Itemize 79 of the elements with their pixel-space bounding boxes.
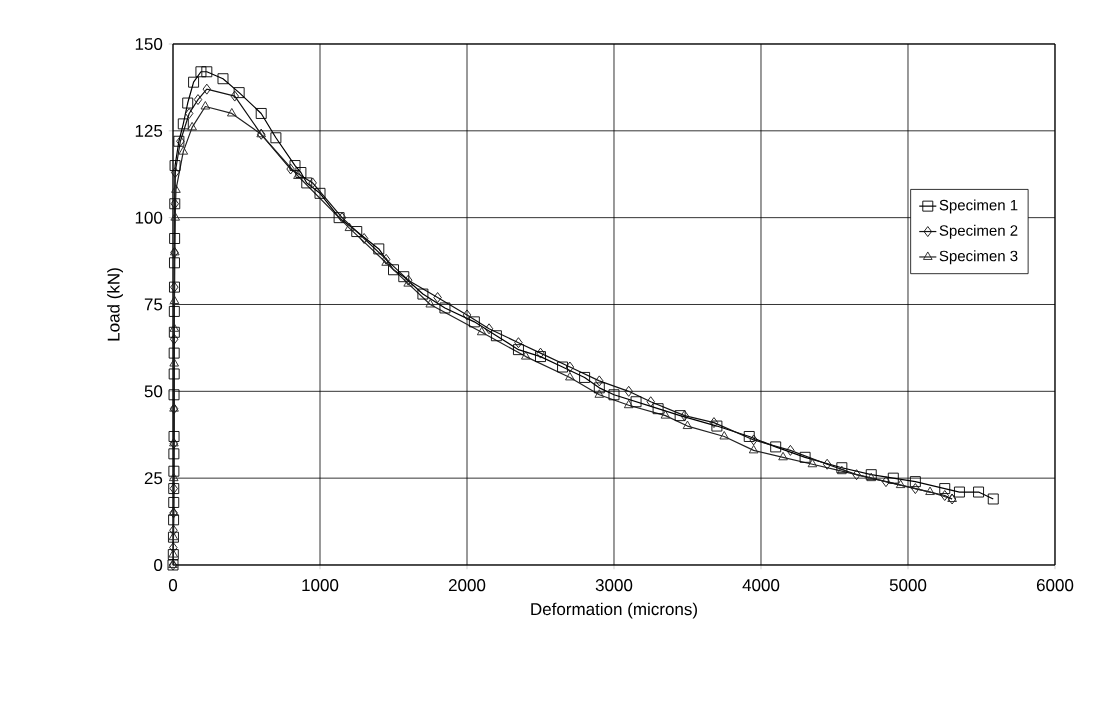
point bbox=[536, 347, 545, 359]
y-tick-label: 125 bbox=[135, 124, 163, 137]
point bbox=[169, 323, 180, 332]
point bbox=[565, 361, 575, 373]
point bbox=[748, 444, 759, 454]
point bbox=[337, 212, 347, 224]
point bbox=[187, 121, 197, 131]
point bbox=[476, 326, 487, 336]
y-axis-title: Load (kN) bbox=[107, 268, 123, 341]
point bbox=[660, 410, 671, 419]
x-tick-label: 3000 bbox=[595, 579, 633, 592]
point bbox=[462, 309, 472, 321]
point bbox=[925, 486, 935, 495]
point bbox=[200, 101, 211, 110]
x-tick-label: 4000 bbox=[742, 579, 780, 592]
y-tick-label: 150 bbox=[135, 37, 163, 51]
legend-label: Specimen 1 bbox=[939, 199, 1018, 214]
point bbox=[168, 472, 179, 482]
point bbox=[381, 257, 391, 266]
point bbox=[646, 396, 655, 408]
point bbox=[881, 476, 891, 488]
point bbox=[594, 389, 605, 398]
point bbox=[940, 490, 949, 501]
point bbox=[227, 108, 237, 117]
point bbox=[193, 94, 203, 106]
point bbox=[719, 431, 730, 440]
x-tick-label: 2000 bbox=[448, 579, 486, 592]
point bbox=[852, 469, 861, 481]
point bbox=[344, 222, 355, 232]
point bbox=[484, 323, 494, 335]
point bbox=[169, 542, 178, 554]
y-tick-label: 50 bbox=[144, 385, 163, 398]
point bbox=[293, 170, 303, 179]
point bbox=[230, 90, 239, 102]
legend-label: Specimen 2 bbox=[939, 224, 1018, 239]
point bbox=[381, 253, 391, 265]
point bbox=[521, 351, 531, 360]
point bbox=[786, 444, 795, 456]
point bbox=[807, 458, 818, 468]
point bbox=[202, 83, 212, 95]
point bbox=[595, 375, 604, 387]
point bbox=[433, 292, 442, 303]
point bbox=[171, 184, 181, 193]
point bbox=[624, 385, 633, 397]
point bbox=[749, 434, 758, 446]
y-tick-label: 0 bbox=[154, 558, 163, 572]
point bbox=[514, 337, 523, 349]
point bbox=[178, 146, 189, 155]
point bbox=[709, 417, 719, 429]
point bbox=[169, 333, 179, 345]
y-tick-label: 100 bbox=[135, 211, 163, 224]
point bbox=[169, 295, 180, 304]
x-tick-label: 5000 bbox=[889, 579, 927, 592]
point bbox=[822, 458, 832, 470]
point bbox=[286, 163, 295, 175]
point bbox=[911, 483, 920, 495]
point bbox=[169, 358, 179, 367]
point bbox=[170, 212, 180, 221]
point bbox=[404, 274, 413, 286]
point bbox=[895, 479, 906, 489]
x-tick-label: 0 bbox=[168, 579, 178, 592]
point bbox=[169, 524, 178, 536]
point bbox=[171, 167, 180, 178]
point bbox=[184, 108, 194, 119]
point bbox=[682, 420, 693, 429]
x-tick-label: 1000 bbox=[302, 579, 339, 592]
y-tick-label: 25 bbox=[144, 472, 163, 485]
point bbox=[680, 410, 689, 422]
y-tick-label: 75 bbox=[144, 298, 163, 311]
point bbox=[403, 278, 413, 287]
point bbox=[623, 399, 634, 409]
x-tick-label: 6000 bbox=[1036, 579, 1074, 592]
point bbox=[565, 371, 575, 381]
point bbox=[425, 299, 436, 308]
point bbox=[359, 233, 369, 244]
point bbox=[778, 451, 788, 461]
point bbox=[308, 177, 317, 189]
legend-label: Specimen 3 bbox=[939, 250, 1018, 265]
x-axis-title: Deformation (microns) bbox=[531, 602, 697, 619]
